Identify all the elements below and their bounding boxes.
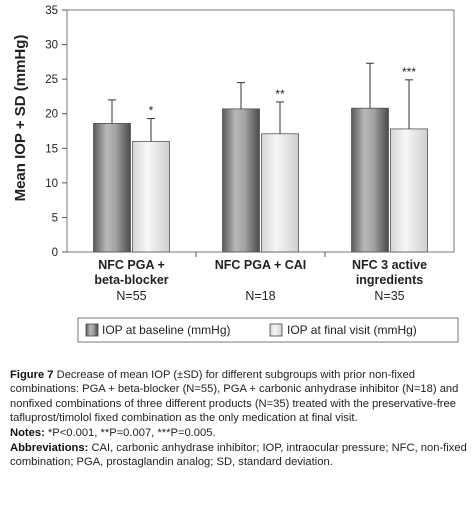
sample-size-label: N=55 — [116, 289, 146, 303]
abbreviations-label: Abbreviations: — [10, 442, 89, 454]
figure-label: Figure 7 — [10, 369, 54, 381]
legend-swatch — [269, 323, 283, 337]
y-tick-label: 35 — [45, 5, 58, 17]
notes-text: *P<0.001, **P=0.007, ***P=0.005. — [47, 427, 216, 439]
figure-caption: Figure 7 Decrease of mean IOP (±SD) for … — [10, 368, 468, 426]
category-label: NFC PGA + — [98, 258, 165, 272]
y-tick-label: 30 — [45, 40, 58, 52]
bar-baseline-3 — [351, 107, 389, 253]
y-tick-label: 20 — [45, 109, 58, 121]
y-tick-label: 25 — [45, 74, 58, 86]
significance-marker: *** — [402, 65, 416, 79]
category-label: NFC PGA + CAI — [215, 258, 307, 272]
legend: IOP at baseline (mmHg) IOP at final visit… — [77, 317, 459, 343]
significance-marker: * — [149, 104, 154, 118]
notes: Notes: *P<0.001, **P=0.007, ***P=0.005. — [10, 426, 468, 440]
legend-label: IOP at baseline (mmHg) — [102, 323, 231, 337]
sample-size-label: N=18 — [245, 289, 275, 303]
category-label: beta-blocker — [94, 273, 168, 287]
bar-final-2 — [261, 133, 299, 253]
notes-label: Notes: — [10, 427, 45, 439]
error-bars: ****** — [108, 62, 416, 142]
figure-text: Decrease of mean IOP (±SD) for different… — [10, 369, 459, 425]
y-tick-label: 10 — [45, 178, 58, 190]
y-tick-label: 15 — [45, 143, 58, 155]
axes: 0 5 10 15 20 25 30 35 — [45, 5, 455, 259]
y-axis-title: Mean IOP + SD (mmHg) — [12, 35, 29, 202]
bar-baseline-1 — [93, 122, 131, 253]
legend-swatch — [85, 323, 99, 337]
y-axis-label: Mean IOP + SD (mmHg) — [12, 35, 29, 202]
sample-size-label: N=35 — [374, 289, 404, 303]
category-label: NFC 3 active — [352, 258, 427, 272]
y-tick-label: 5 — [52, 212, 58, 224]
bar-baseline-2 — [222, 108, 260, 253]
category-label: ingredients — [356, 273, 423, 287]
legend-box — [77, 317, 459, 343]
bar-final-3 — [390, 128, 428, 253]
significance-marker: ** — [275, 87, 285, 101]
category-labels: NFC PGA +beta-blocker N=55 NFC PGA + CAI N=… — [94, 258, 427, 303]
bar-final-1 — [132, 140, 170, 253]
abbreviations: Abbreviations: CAI, carbonic anhydrase i… — [10, 441, 468, 470]
bars — [93, 107, 428, 253]
plot-frame — [66, 9, 455, 253]
legend-label: IOP at final visit (mmHg) — [287, 323, 417, 337]
y-tick-label: 0 — [52, 247, 58, 259]
abbreviations-text: CAI, carbonic anhydrase inhibitor; IOP, … — [10, 442, 467, 469]
